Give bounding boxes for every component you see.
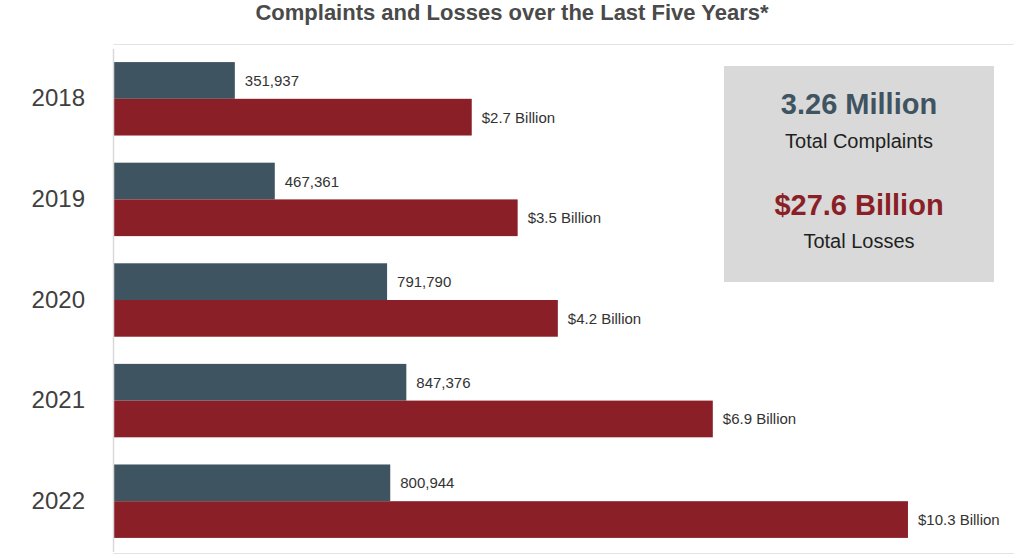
tick-label: 2020 (32, 286, 85, 313)
bar (113, 163, 275, 200)
data-label: $2.7 Billion (482, 109, 555, 126)
tick-label: 2019 (32, 185, 85, 212)
title: Complaints and Losses over the Last Five… (255, 0, 769, 25)
tick: 2020 (32, 286, 113, 313)
data-labels: 351,937 467,361 791,790 847,376 800,944 $2.7 … (245, 72, 1000, 528)
data-label: $3.5 Billion (528, 209, 601, 226)
background (0, 0, 1024, 558)
data-label: $6.9 Billion (723, 410, 796, 427)
bar (113, 99, 472, 136)
summary-label: Total Complaints (785, 130, 933, 152)
data-label: 351,937 (245, 72, 299, 89)
data-label: 791,790 (397, 273, 451, 290)
data-label: $4.2 Billion (568, 310, 641, 327)
bar (113, 501, 908, 538)
value-axis (114, 553, 1014, 554)
category-axis: 2018 2019 2020 2021 2022 (32, 49, 114, 552)
axis-line (114, 44, 1014, 45)
summary-value: $27.6 Billion (774, 189, 943, 221)
data-label: 467,361 (285, 173, 339, 190)
data-label: 800,944 (400, 474, 454, 491)
tick: 2022 (32, 487, 113, 514)
summary-label: Total Losses (803, 230, 914, 252)
summary-background (724, 66, 994, 282)
axis-line (114, 553, 1014, 554)
chart: Complaints and Losses over the Last Five… (0, 0, 1024, 558)
summary-value: 3.26 Million (781, 88, 937, 120)
bar (113, 62, 235, 99)
bar (113, 263, 387, 300)
bar (113, 464, 390, 501)
tick-label: 2021 (32, 386, 85, 413)
value-axis-2 (114, 44, 1014, 45)
tick: 2021 (32, 386, 113, 413)
bar (113, 401, 713, 438)
tick: 2019 (32, 185, 113, 212)
bar (113, 364, 406, 401)
tick-label: 2018 (32, 84, 85, 111)
tick: 2018 (32, 84, 113, 111)
bar (113, 300, 558, 337)
data-label: $10.3 Billion (918, 511, 1000, 528)
bar (113, 199, 518, 236)
tick-label: 2022 (32, 487, 85, 514)
summary-box: 3.26 Million Total Complaints $27.6 Billio… (724, 66, 994, 282)
data-label: 847,376 (416, 374, 470, 391)
axis-line (113, 49, 115, 552)
